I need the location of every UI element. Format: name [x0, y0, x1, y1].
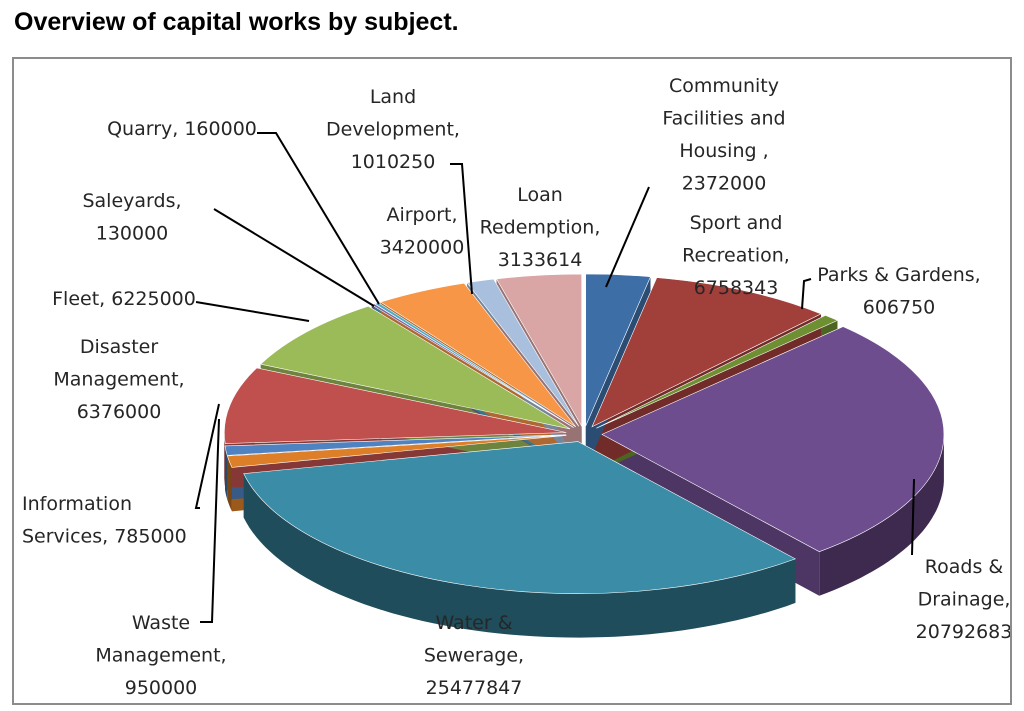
chart-area: Community Facilities and Housing , 2372000 S… [12, 57, 1012, 705]
pie-slice-community-facilities-and-housing [585, 273, 651, 427]
pie-slice-parks-gardens [596, 314, 839, 429]
pie-slice-sport-and-recreation [591, 277, 822, 428]
data-label-1: Sport and Recreation, 6758343 [682, 212, 790, 299]
leader-line-0 [605, 186, 650, 288]
leader-line-9 [213, 208, 375, 307]
data-label-2: Parks & Gardens, 606750 [817, 264, 980, 319]
data-label-9: Saleyards, 130000 [82, 190, 181, 245]
pie-slice-land-development [466, 278, 580, 427]
pie-slice-side-3 [819, 437, 944, 596]
pie-slice-fleet [259, 305, 571, 430]
data-label-12: Land Development, 1010250 [326, 86, 460, 173]
leader-line-5 [200, 418, 220, 623]
leader-line-8 [195, 301, 310, 322]
pie-slice-disaster-management [224, 367, 567, 444]
data-label-11: Airport, 3420000 [380, 204, 465, 259]
pie-slice-loan-redemption [496, 273, 582, 428]
data-label-0: Community Facilities and Housing , 2372000 [662, 75, 785, 195]
data-label-7: Disaster Management, 6376000 [53, 336, 184, 423]
data-label-5: Waste Management, 950000 [95, 612, 226, 699]
leader-line-12 [450, 163, 473, 295]
pie-slice-airport [379, 282, 577, 428]
pie-slice-side-5 [227, 456, 232, 512]
data-label-13: Loan Redemption, 3133614 [480, 184, 601, 271]
chart-title: Overview of capital works by subject. [14, 8, 459, 36]
data-label-6: Information Services, 785000 [22, 493, 187, 548]
leader-line-6 [194, 403, 220, 509]
pie-slice-information-services [224, 434, 567, 456]
leader-line-2 [801, 278, 812, 310]
pie-slice-water-sewerage [243, 441, 797, 594]
leader-line-3 [911, 478, 915, 556]
pie-slice-side-6 [225, 445, 228, 500]
pie-slice-roads-drainage [601, 326, 945, 553]
pie-slice-waste-management [227, 435, 567, 468]
data-label-3: Roads & Drainage, 20792683 [916, 556, 1010, 643]
data-label-10: Quarry, 160000 [107, 118, 257, 140]
pie-chart: Community Facilities and Housing , 2372000 S… [22, 75, 1010, 699]
data-label-8: Fleet, 6225000 [52, 288, 196, 310]
pie-slice-side-4 [243, 473, 796, 638]
leader-line-10 [257, 132, 380, 305]
data-label-4: Water & Sewerage, 25477847 [424, 612, 524, 699]
